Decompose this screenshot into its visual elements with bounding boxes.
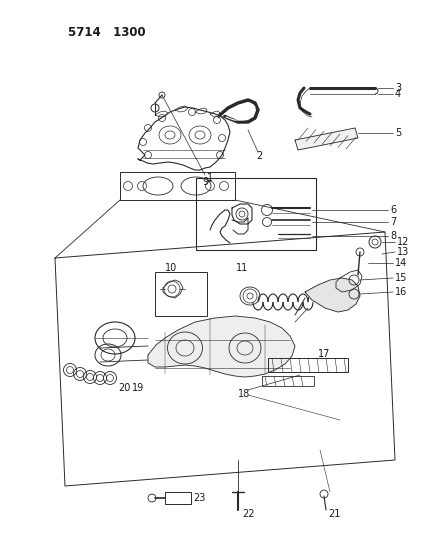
- Text: 19: 19: [132, 383, 144, 393]
- Text: 10: 10: [165, 263, 177, 273]
- Text: 21: 21: [328, 509, 340, 519]
- Text: 22: 22: [242, 509, 255, 519]
- Bar: [155, 272, 207, 316]
- Text: 14: 14: [395, 258, 407, 268]
- Text: 3: 3: [395, 83, 401, 93]
- Text: 8: 8: [390, 231, 396, 241]
- Bar: [196, 178, 316, 250]
- Text: 16: 16: [395, 287, 407, 297]
- Text: 17: 17: [318, 349, 330, 359]
- Text: 7: 7: [390, 217, 396, 227]
- Text: 15: 15: [395, 273, 407, 283]
- Text: 1: 1: [207, 173, 213, 183]
- Text: 6: 6: [390, 205, 396, 215]
- Text: 11: 11: [236, 263, 248, 273]
- Bar: [262, 376, 314, 386]
- Text: 12: 12: [397, 237, 409, 247]
- Text: 18: 18: [238, 389, 250, 399]
- Bar: [165, 492, 191, 504]
- Text: 20: 20: [118, 383, 131, 393]
- Text: 23: 23: [193, 493, 205, 503]
- Text: 5714   1300: 5714 1300: [68, 26, 146, 38]
- Text: 5: 5: [395, 128, 401, 138]
- Text: 2: 2: [256, 151, 262, 161]
- Polygon shape: [148, 316, 295, 377]
- Polygon shape: [295, 128, 358, 150]
- Polygon shape: [305, 278, 360, 312]
- Bar: [268, 358, 348, 372]
- Text: 9: 9: [202, 177, 208, 187]
- Text: 4: 4: [395, 89, 401, 99]
- Bar: [120, 172, 235, 200]
- Text: 13: 13: [397, 247, 409, 257]
